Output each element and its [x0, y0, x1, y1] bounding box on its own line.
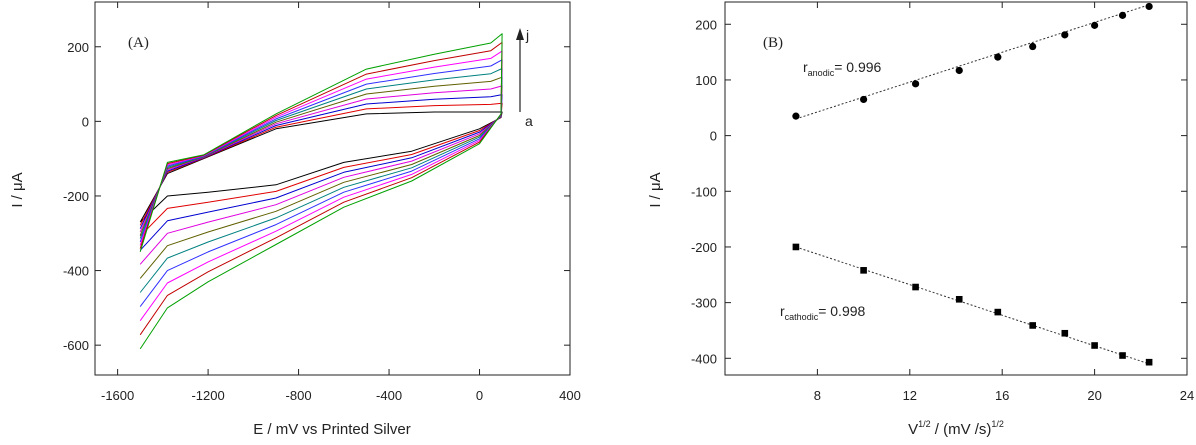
x-label-sup2: 1/2 [991, 419, 1004, 429]
cv-curve [139, 76, 503, 279]
cathodic-r-symbol: r [780, 303, 785, 319]
cathodic-point [1061, 329, 1069, 337]
anodic-r-subscript: anodic [808, 68, 835, 78]
panel-a-chart: -1600 -1200 -800 -400 0 400 -600 -400 -200 0 200 (… [9, 1, 581, 438]
cv-curve [139, 111, 503, 223]
panel-b-frame [724, 1, 1188, 376]
anodic-point [1091, 21, 1099, 29]
anodic-r-value: = 0.996 [834, 59, 881, 75]
cathodic-point [1029, 322, 1036, 329]
b-y-tick-label: -400 [691, 351, 717, 366]
anodic-point [994, 53, 1002, 61]
panel-b-fit-lines [795, 4, 1150, 365]
cathodic-r-subscript: cathodic [785, 312, 819, 322]
b-x-tick-label: 8 [814, 388, 821, 403]
anodic-point [1061, 31, 1069, 39]
a-y-tick-label: 200 [67, 40, 89, 55]
sweep-arrow-head [516, 28, 524, 40]
panel-b-label: (B) [763, 35, 783, 51]
cathodic-point [792, 243, 800, 251]
cathodic-r-value: = 0.998 [818, 303, 865, 319]
b-y-tick-label: -100 [691, 184, 717, 199]
panel-a-x-axis-label: E / mV vs Printed Silver [253, 421, 411, 438]
a-x-tick-label: -1600 [101, 388, 134, 403]
a-x-tick-label: 400 [559, 388, 581, 403]
cathodic-point [912, 283, 919, 291]
b-y-tick-label: 0 [710, 129, 717, 144]
panel-a-ticks: -1600 -1200 -800 -400 0 400 -600 -400 -200 0 200 [63, 2, 581, 403]
b-x-tick-label: 16 [995, 388, 1009, 403]
anodic-point [1118, 11, 1127, 19]
panel-b-ticks: 8 12 16 20 24 -400 -300 -200 -100 0 100 200 [691, 2, 1194, 403]
sweep-arrow-label-bottom: a [525, 113, 533, 129]
x-label-sup1: 1/2 [918, 419, 931, 429]
cathodic-point [1119, 352, 1126, 359]
cathodic-point [994, 308, 1002, 316]
panel-a-frame [94, 1, 571, 376]
b-y-tick-label: -300 [691, 296, 717, 311]
a-x-tick-label: 0 [476, 388, 483, 403]
anodic-r-symbol: r [803, 59, 808, 75]
a-x-tick-label: -1200 [191, 388, 224, 403]
a-y-tick-label: -600 [63, 338, 89, 353]
sweep-arrow-label-top: j [525, 27, 529, 43]
x-label-mid: / (mV /s) [931, 421, 992, 438]
a-y-tick-label: -400 [63, 264, 89, 279]
panel-b-y-axis-label: I / μA [647, 172, 664, 207]
anodic-point [792, 112, 800, 120]
a-x-tick-label: -800 [286, 388, 312, 403]
panel-a-curves [139, 33, 503, 350]
b-y-tick-label: -200 [691, 240, 717, 255]
cathodic-r-annotation: rcathodic= 0.998 [780, 303, 866, 322]
b-x-tick-label: 20 [1087, 388, 1101, 403]
anodic-point [911, 80, 920, 88]
anodic-point [1029, 42, 1037, 51]
cv-curve [139, 59, 503, 307]
b-y-tick-label: 100 [695, 73, 717, 88]
panel-b-points [792, 2, 1153, 366]
panel-a-label: (A) [128, 35, 149, 51]
a-y-tick-label: -200 [63, 189, 89, 204]
b-x-tick-label: 12 [903, 388, 917, 403]
anodic-point [860, 95, 868, 104]
b-x-tick-label: 24 [1180, 388, 1194, 403]
anodic-r-annotation: ranodic= 0.996 [803, 59, 882, 78]
a-y-tick-label: 0 [82, 114, 89, 129]
anodic-point [1145, 2, 1153, 11]
panel-a-y-axis-label: I / μA [9, 172, 26, 207]
a-x-tick-label: -400 [376, 388, 402, 403]
fit-line [795, 4, 1150, 120]
anodic-point [955, 66, 963, 75]
x-label-base: V [908, 421, 918, 438]
panel-b-x-axis-label: V1/2 / (mV /s)1/2 [908, 419, 1004, 438]
cathodic-point [1145, 358, 1153, 366]
cathodic-point [1091, 342, 1098, 349]
cathodic-point [860, 267, 867, 274]
cv-curve [139, 33, 503, 350]
b-y-tick-label: 200 [695, 17, 717, 32]
cathodic-point [955, 295, 963, 303]
